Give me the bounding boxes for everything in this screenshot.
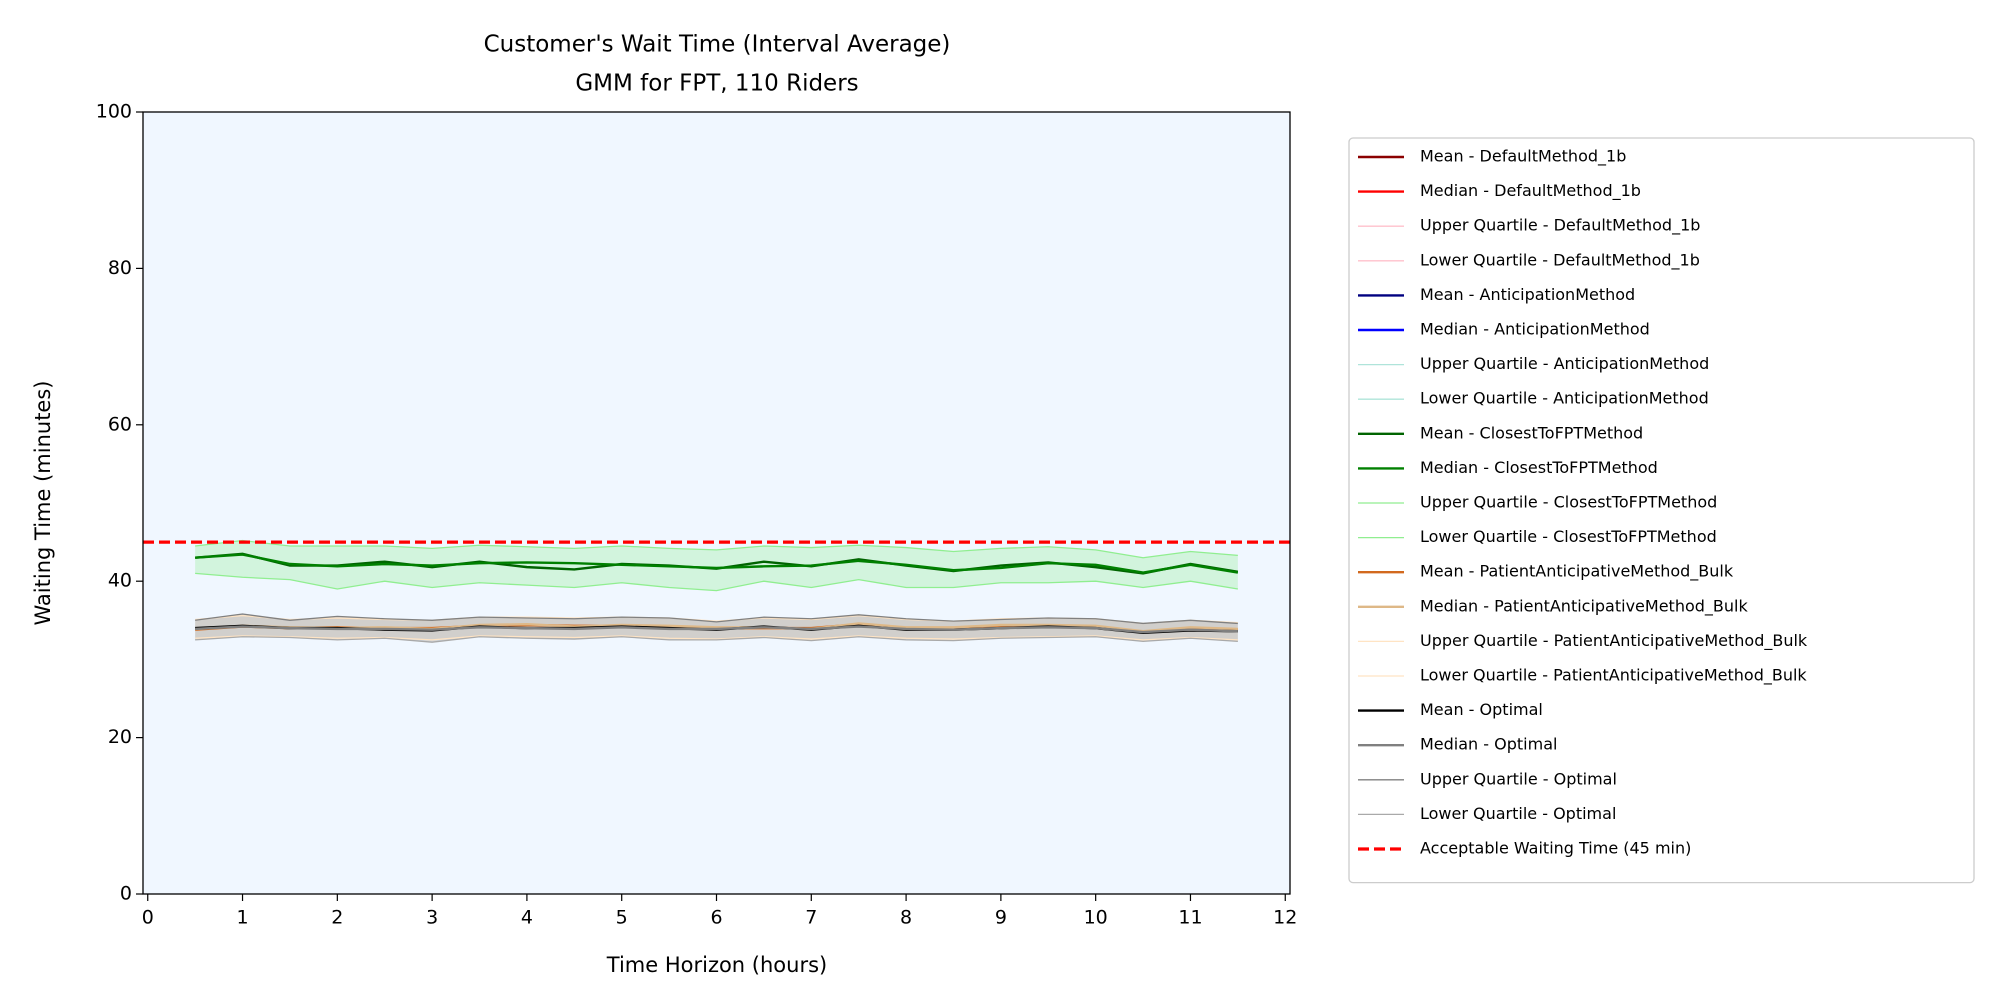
x-tick-label: 3: [426, 907, 438, 929]
x-tick-label: 2: [331, 907, 343, 929]
series-line: [195, 553, 1239, 574]
y-axis-label: Waiting Time (minutes): [31, 381, 55, 626]
x-axis-label: Time Horizon (hours): [606, 953, 827, 977]
plot-background: [143, 112, 1290, 894]
legend-label: Upper Quartile - PatientAnticipativeMeth…: [1420, 631, 1808, 651]
legend-label: Median - PatientAnticipativeMethod_Bulk: [1420, 596, 1748, 616]
legend-label: Lower Quartile - PatientAnticipativeMeth…: [1420, 666, 1807, 686]
legend-label: Mean - ClosestToFPTMethod: [1420, 423, 1643, 442]
legend-label: Mean - PatientAnticipativeMethod_Bulk: [1420, 562, 1734, 582]
y-tick-label: 20: [108, 726, 132, 748]
legend-label: Mean - DefaultMethod_1b: [1420, 147, 1626, 167]
x-tick-label: 0: [142, 907, 154, 929]
legend-label: Median - DefaultMethod_1b: [1420, 181, 1641, 201]
legend-label: Lower Quartile - Optimal: [1420, 804, 1616, 823]
legend-box: [1348, 137, 1975, 884]
legend-label: Lower Quartile - DefaultMethod_1b: [1420, 250, 1700, 270]
legend-label: Mean - Optimal: [1420, 700, 1543, 719]
x-tick-label: 4: [521, 907, 533, 929]
chart-title: Customer's Wait Time (Interval Average): [484, 32, 951, 58]
legend-label: Median - AnticipationMethod: [1420, 320, 1650, 339]
x-tick-label: 6: [710, 907, 722, 929]
legend-label: Median - Optimal: [1420, 735, 1557, 754]
y-tick-label: 100: [96, 101, 132, 123]
x-tick-label: 10: [1084, 907, 1108, 929]
series-line: [195, 622, 1238, 633]
x-tick-label: 5: [616, 907, 628, 929]
legend-label: Lower Quartile - ClosestToFPTMethod: [1420, 527, 1717, 546]
y-tick-label: 40: [108, 570, 132, 592]
quartile-band: [195, 540, 1238, 591]
series-line: [195, 613, 1238, 625]
y-tick-label: 0: [120, 883, 132, 905]
series-line: [195, 635, 1238, 641]
legend-label: Lower Quartile - AnticipationMethod: [1420, 389, 1709, 408]
chart-subtitle: GMM for FPT, 110 Riders: [575, 71, 858, 97]
y-tick-label: 80: [108, 257, 132, 279]
y-tick-label: 60: [108, 413, 132, 435]
legend-label: Upper Quartile - ClosestToFPTMethod: [1420, 493, 1717, 512]
legend-label: Acceptable Waiting Time (45 min): [1420, 839, 1691, 858]
x-tick-label: 11: [1178, 907, 1202, 929]
x-tick-label: 7: [805, 907, 817, 929]
series-line: [195, 625, 1238, 634]
x-tick-label: 9: [995, 907, 1007, 929]
x-tick-label: 8: [900, 907, 912, 929]
legend-label: Upper Quartile - DefaultMethod_1b: [1420, 216, 1700, 236]
legend-label: Upper Quartile - AnticipationMethod: [1420, 354, 1709, 373]
series-line: [195, 572, 1238, 592]
series-line: [195, 636, 1238, 643]
legend-label: Upper Quartile - Optimal: [1420, 769, 1617, 788]
legend-label: Mean - AnticipationMethod: [1420, 285, 1635, 304]
series-line: [195, 539, 1238, 559]
legend-label: Median - ClosestToFPTMethod: [1420, 458, 1658, 477]
x-tick-label: 12: [1273, 907, 1297, 929]
x-tick-label: 1: [236, 907, 248, 929]
